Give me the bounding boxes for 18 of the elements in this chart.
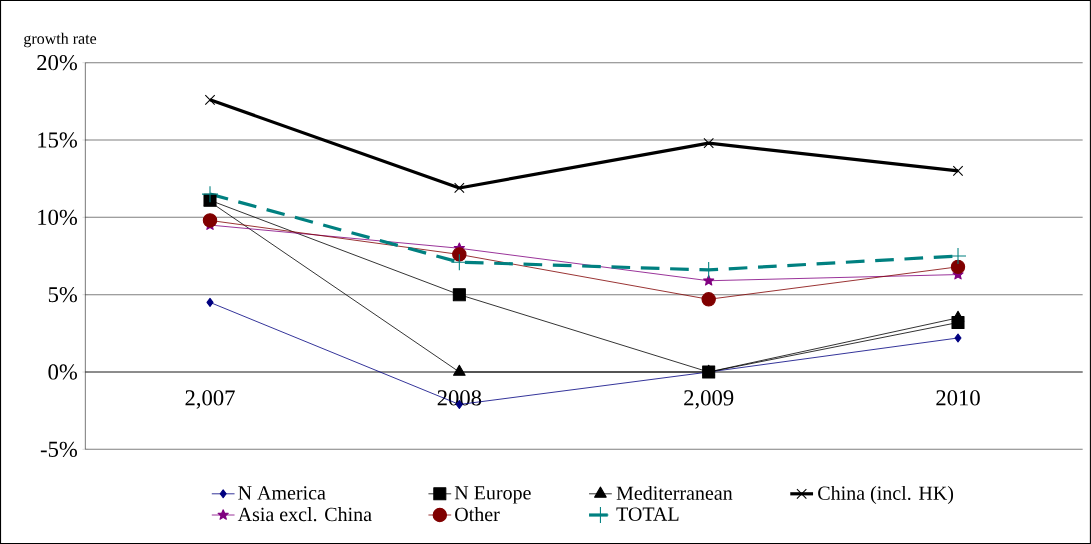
y-tick-label: -5% [40, 441, 78, 458]
legend-label: China (incl. HK) [818, 485, 954, 505]
legend-label: Asia excl. China [237, 507, 372, 522]
y-tick-label: 0% [48, 364, 78, 380]
y-tick-label: 5% [48, 286, 78, 303]
x-tick-label: 2,007 [185, 390, 235, 409]
legend-label: Mediterranean [616, 485, 733, 500]
y-tick-label: 15% [38, 132, 78, 148]
x-tick-label: 2008 [437, 390, 482, 406]
legend-label: Other [455, 507, 500, 522]
x-tick-label: 2,009 [684, 390, 734, 409]
legend-label: N Europe [454, 486, 531, 504]
y-tick-label: 20% [37, 54, 78, 71]
y-tick-label: 10% [38, 209, 78, 226]
legend-label: TOTAL [616, 507, 679, 521]
y-axis-title: growth rate [24, 32, 97, 48]
x-tick-label: 2010 [936, 390, 980, 406]
legend-label: N America [238, 486, 326, 500]
